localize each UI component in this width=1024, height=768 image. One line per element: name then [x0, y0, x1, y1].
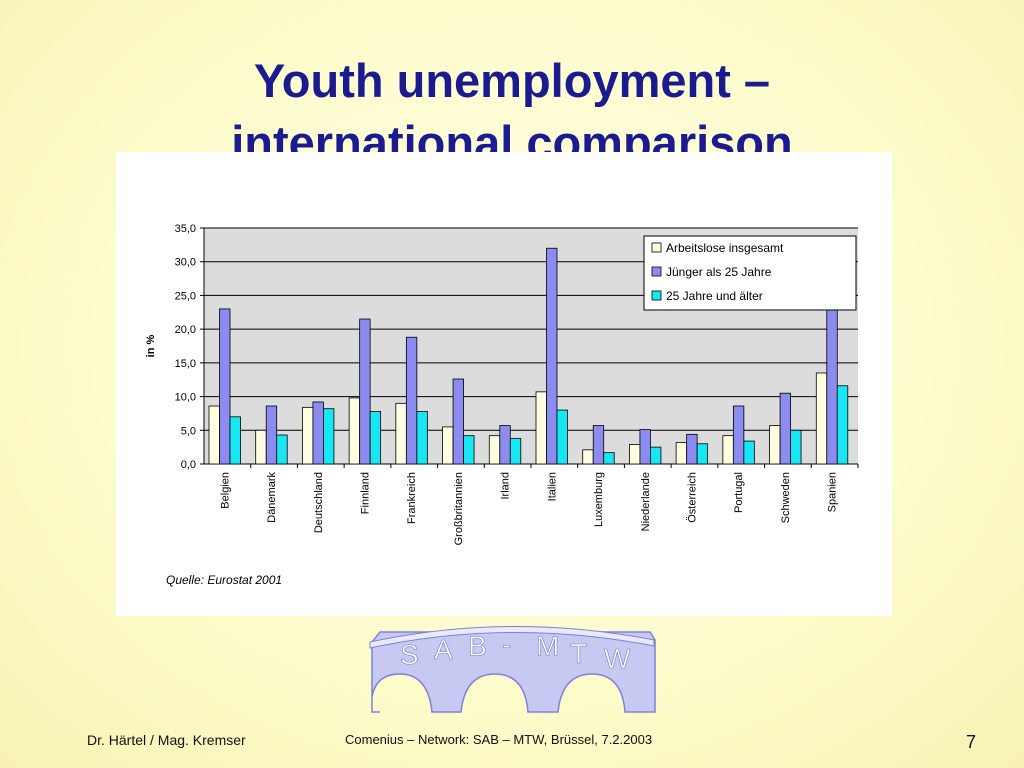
bar-1: [359, 318, 371, 465]
bar-2: [276, 434, 288, 465]
x-category-label: Österreich: [687, 472, 699, 523]
bar-chart: 0,0 5,0 10,0 15,0 20,0 25,0 30,0 35,0 in % Belgie…: [145, 223, 859, 587]
footer-author: Dr. Härtel / Mag. Kremser: [87, 732, 246, 748]
bar-0: [488, 435, 501, 465]
bar-0: [535, 391, 547, 465]
bar-1: [826, 295, 838, 465]
bar-0: [442, 426, 454, 465]
bar-1: [499, 425, 511, 465]
chart-panel: 0,0 5,0 10,0 15,0 20,0 25,0 30,0 35,0 in % Belgie…: [116, 152, 892, 616]
bar-2: [369, 411, 382, 465]
footer-event: Comenius – Network: SAB – MTW, Brüssel, …: [345, 732, 653, 747]
y-tick-label: 35,0: [175, 223, 196, 235]
x-category-label: Italien: [546, 472, 558, 501]
x-category-label: Deutschland: [313, 472, 325, 533]
bar-2: [509, 437, 522, 465]
bar-0: [722, 435, 734, 465]
x-category-label: Belgien: [219, 472, 231, 509]
bar-2: [416, 411, 428, 465]
bar-2: [463, 435, 475, 465]
bar-0: [629, 444, 641, 465]
bar-1: [312, 401, 324, 465]
y-tick-label: 30,0: [175, 257, 196, 269]
logo-letter: S: [400, 639, 419, 670]
bar-1: [779, 392, 791, 465]
bar-2: [696, 443, 709, 465]
bar-2: [836, 385, 849, 465]
legend-box: [643, 235, 857, 311]
bar-0: [255, 429, 267, 465]
legend-label-2: 25 Jahre und älter: [666, 289, 763, 303]
y-tick-label: 15,0: [175, 358, 196, 370]
logo-letter: W: [604, 643, 631, 674]
legend-label-1: Jünger als 25 Jahre: [666, 265, 772, 279]
bar-0: [348, 397, 361, 465]
bar-0: [815, 372, 828, 465]
source-note: Quelle: Eurostat 2001: [166, 573, 282, 587]
bar-1: [452, 378, 464, 465]
bar-0: [582, 449, 594, 465]
logo-letter: -: [502, 629, 511, 660]
y-tick-label: 10,0: [175, 392, 196, 404]
bar-2: [229, 416, 241, 465]
bar-1: [265, 405, 278, 465]
bar-0: [769, 425, 781, 465]
page-number: 7: [966, 732, 977, 752]
bar-1: [592, 425, 605, 465]
bar-0: [302, 406, 314, 465]
bar-1: [686, 433, 698, 465]
y-axis-label: in %: [145, 334, 157, 357]
bar-1: [732, 405, 745, 465]
slide-title: Youth unemployment – international compa…: [0, 50, 1024, 174]
bar-1: [219, 308, 231, 465]
bar-2: [743, 440, 755, 465]
slide-title-line-1: Youth unemployment –: [253, 54, 771, 107]
legend-swatch-0: [651, 242, 662, 253]
bar-1: [639, 429, 651, 465]
legend-label-0: Arbeitslose insgesamt: [666, 241, 784, 255]
bar-0: [208, 405, 220, 465]
bar-2: [556, 409, 568, 465]
x-category-label: Schweden: [780, 472, 792, 523]
bar-0: [675, 442, 688, 465]
logo-letter: B: [468, 630, 487, 661]
y-tick-label: 20,0: [175, 324, 196, 336]
x-category-label: Spanien: [827, 472, 839, 512]
x-category-label: Irland: [500, 472, 512, 500]
bar-1: [546, 247, 558, 465]
y-tick-label: 0,0: [181, 459, 196, 471]
bar-0: [395, 402, 407, 465]
bar-2: [790, 429, 802, 465]
bar-1: [405, 336, 418, 465]
bar-2: [323, 408, 335, 465]
x-category-label: Frankreich: [406, 472, 418, 524]
logo-letter: T: [570, 638, 587, 669]
y-tick-label: 25,0: [175, 290, 196, 302]
bar-2: [603, 452, 615, 465]
x-category-label: Luxemburg: [593, 472, 605, 527]
x-category-label: Dänemark: [266, 472, 278, 523]
logo-letter: A: [434, 634, 453, 665]
x-category-label: Portugal: [733, 472, 745, 513]
bar-2: [650, 446, 662, 465]
x-category-label: Finnland: [360, 472, 372, 514]
x-category-label: Niederlande: [640, 472, 652, 531]
x-category-label: Großbritannien: [453, 472, 465, 545]
y-tick-label: 5,0: [181, 425, 196, 437]
logo-letter: M: [536, 630, 559, 661]
legend-swatch-1: [651, 266, 662, 277]
legend-swatch-2: [651, 290, 662, 301]
